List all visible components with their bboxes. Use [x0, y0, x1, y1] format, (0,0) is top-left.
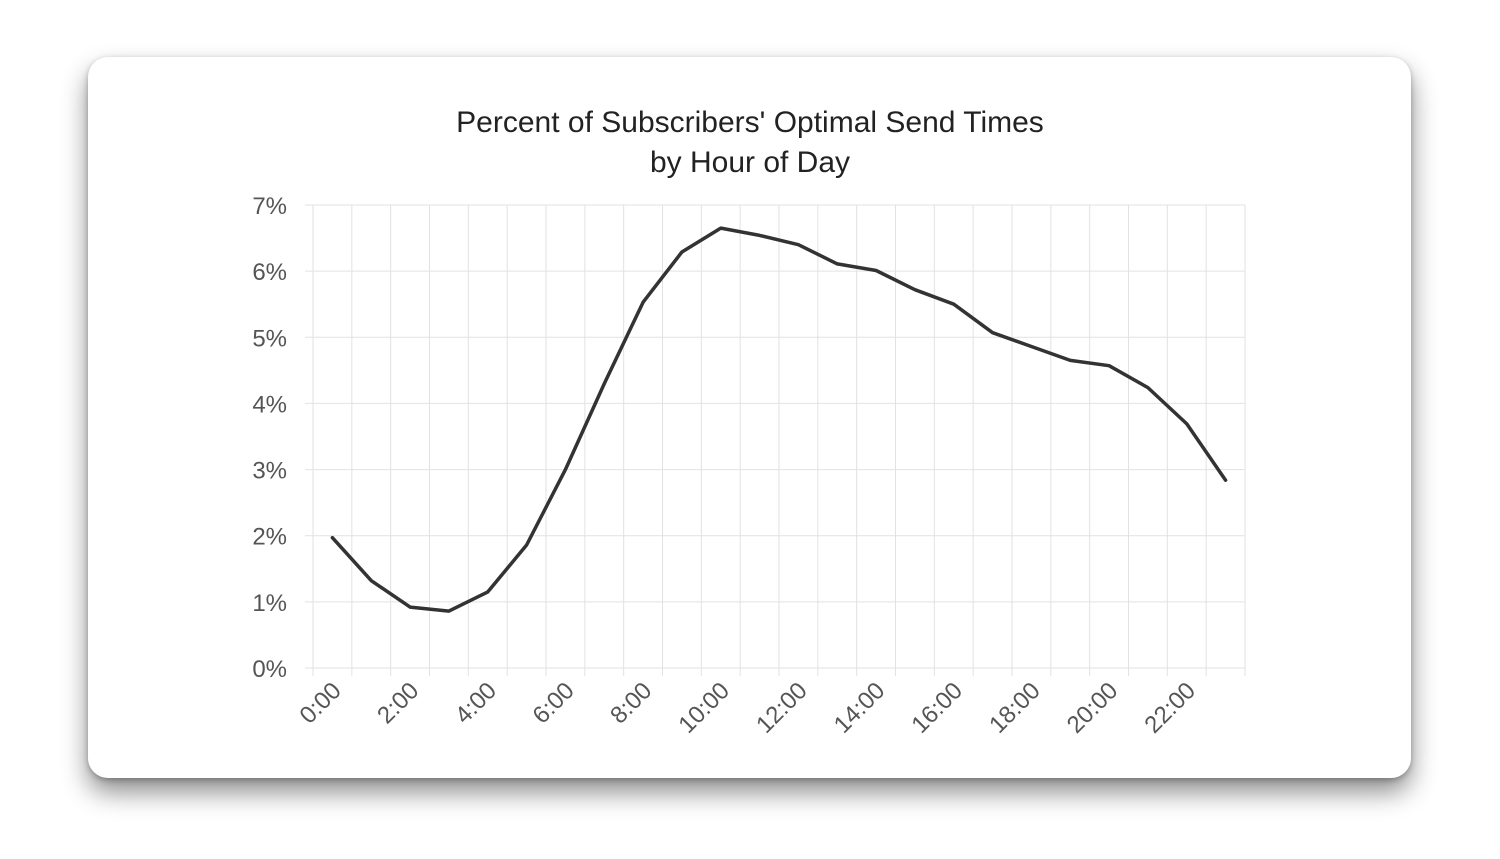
x-tick-label: 12:00: [751, 677, 813, 739]
x-tick-label: 8:00: [605, 677, 657, 729]
chart-title-line2: by Hour of Day: [649, 146, 851, 179]
chart-grid: [305, 204, 1246, 676]
chart-card: [88, 57, 1411, 778]
x-tick-label: 18:00: [984, 677, 1046, 739]
x-tick-label: 14:00: [829, 677, 891, 739]
x-axis: 0:00 2:00 4:00 6:00 8:00 10:00 12:00 14:00 16:00…: [295, 677, 1201, 739]
x-tick-label: 16:00: [906, 677, 968, 739]
y-tick-label: 7%: [252, 193, 287, 220]
x-tick-label: 0:00: [295, 677, 347, 729]
x-tick-label: 6:00: [528, 677, 580, 729]
x-tick-label: 22:00: [1139, 677, 1201, 739]
x-tick-label: 20:00: [1062, 677, 1124, 739]
y-tick-label: 5%: [252, 325, 287, 352]
plot-area: [330, 226, 1228, 613]
chart-title-line1: Percent of Subscribers' Optimal Send Tim…: [456, 106, 1044, 139]
y-tick-label: 3%: [252, 458, 287, 485]
y-tick-label: 0%: [252, 656, 287, 683]
y-tick-label: 4%: [252, 391, 287, 418]
y-tick-label: 6%: [252, 259, 287, 286]
y-tick-label: 2%: [252, 524, 287, 551]
y-axis: 0% 1% 2% 3% 4% 5% 6% 7%: [252, 193, 287, 683]
x-tick-label: 2:00: [372, 677, 424, 729]
x-tick-label: 4:00: [450, 677, 502, 729]
series-line: [330, 226, 1228, 613]
x-tick-label: 10:00: [673, 677, 735, 739]
y-tick-label: 1%: [252, 590, 287, 617]
